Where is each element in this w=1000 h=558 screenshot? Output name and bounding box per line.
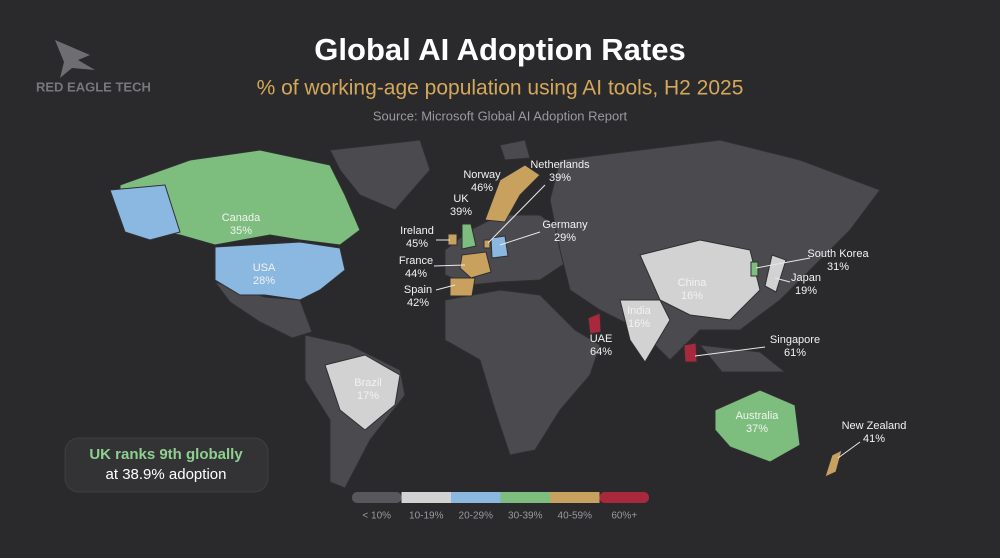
country-value: 41%: [863, 433, 885, 445]
leader-line: [837, 441, 861, 459]
country-value: 46%: [471, 182, 493, 194]
country-value: 19%: [795, 285, 817, 297]
logo: RED EAGLE TECH: [36, 40, 151, 94]
legend-label: 20-29%: [459, 511, 494, 522]
country-shape: [824, 449, 843, 478]
legend-swatch: [451, 492, 501, 503]
country-name: Singapore: [770, 334, 820, 346]
country-name: Norway: [463, 169, 501, 181]
country-shape: [324, 354, 401, 431]
country-shape: [683, 342, 698, 363]
country-name: Brazil: [354, 377, 382, 389]
leader-line: [774, 277, 791, 283]
central-america: [213, 281, 313, 339]
country-name: USA: [253, 262, 276, 274]
country-name: South Korea: [807, 248, 869, 260]
brand: RED EAGLE TECH: [36, 79, 151, 94]
africa: [444, 289, 601, 456]
legend-label: 40-59%: [558, 511, 593, 522]
country-value: 44%: [405, 268, 427, 280]
callout-detail: at 38.9% adoption: [106, 466, 227, 483]
country-shape: [214, 241, 346, 301]
leader-line: [487, 184, 546, 244]
country-name: Ireland: [400, 225, 434, 237]
legend-label: 10-19%: [409, 511, 444, 522]
country-shape: [459, 251, 492, 279]
country-shape: [619, 299, 671, 363]
title: Global AI Adoption Rates: [314, 32, 685, 67]
leader-line: [433, 264, 466, 267]
country-shape: [764, 254, 787, 293]
leader-line: [755, 257, 811, 269]
country-value: 29%: [554, 232, 576, 244]
country-value: 37%: [746, 423, 768, 435]
country-shape: [484, 164, 541, 223]
source: Source: Microsoft Global AI Adoption Rep…: [373, 108, 628, 123]
country-name: UK: [453, 193, 469, 205]
country-name: New Zealand: [842, 420, 907, 432]
legend-label: 60%+: [611, 511, 637, 522]
country-shape: [750, 261, 759, 277]
legend: < 10% 10-19% 20-29% 30-39% 40-59% 60%+: [352, 492, 649, 522]
country-shape: [714, 389, 801, 463]
country-value: 45%: [406, 238, 428, 250]
country-value: 28%: [253, 275, 275, 287]
country-value: 64%: [590, 346, 612, 358]
country-name: Japan: [791, 272, 821, 284]
country-shape: [461, 223, 477, 250]
southeast-asia: [698, 344, 787, 373]
country-name: Canada: [222, 212, 261, 224]
country-value: 16%: [628, 318, 650, 330]
legend-label: < 10%: [362, 511, 391, 522]
country-shape: [109, 184, 181, 241]
country-name: Spain: [404, 284, 432, 296]
country-name: France: [399, 255, 433, 267]
leader-line: [499, 231, 541, 246]
country-shape: [449, 277, 476, 297]
country-value: 35%: [230, 225, 252, 237]
legend-swatch: [550, 492, 600, 503]
country-name: UAE: [590, 333, 613, 345]
callout-box: [64, 437, 269, 493]
countries: [109, 149, 843, 478]
legend-label: 30-39%: [508, 511, 543, 522]
country-value: 61%: [784, 347, 806, 359]
country-value: 39%: [450, 206, 472, 218]
subtitle: % of working-age population using AI too…: [257, 77, 744, 100]
legend-swatch: [500, 492, 550, 503]
country-value: 31%: [827, 261, 849, 273]
legend-swatch: [401, 492, 451, 503]
country-name: Netherlands: [530, 159, 590, 171]
svalbard: [499, 139, 531, 161]
legend-swatch: [599, 492, 649, 503]
country-value: 17%: [357, 390, 379, 402]
country-value: 42%: [407, 297, 429, 309]
country-name: India: [627, 305, 652, 317]
greenland: [329, 139, 431, 211]
leader-line: [435, 284, 456, 291]
callout: UK ranks 9th globally at 38.9% adoption: [64, 437, 269, 493]
legend-swatch: [352, 492, 402, 503]
country-shape: [639, 239, 761, 321]
country-shape: [447, 233, 458, 246]
country-shape: [587, 312, 602, 335]
country-name: Australia: [736, 410, 780, 422]
country-name: Germany: [542, 219, 588, 231]
callout-headline: UK ranks 9th globally: [89, 446, 243, 463]
logo-icon: [55, 40, 95, 78]
country-shape: [490, 235, 509, 259]
country-value: 16%: [681, 290, 703, 302]
leader-line: [694, 346, 766, 357]
country-name: China: [678, 277, 708, 289]
country-value: 39%: [549, 172, 571, 184]
